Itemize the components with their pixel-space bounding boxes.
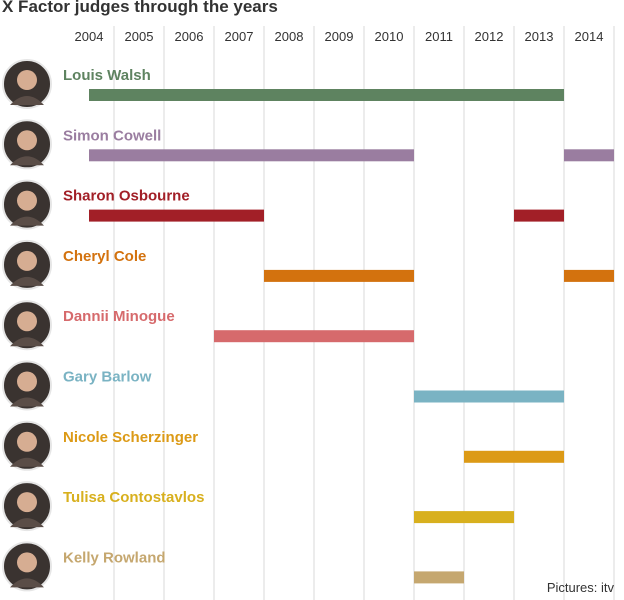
tenure-bar-dannii-minogue-1 xyxy=(214,330,414,343)
judge-name: Dannii Minogue xyxy=(63,308,175,325)
tenure-bar-kelly-rowland-1 xyxy=(414,571,464,584)
picture-credit: Pictures: itv xyxy=(546,580,614,595)
avatar-face xyxy=(17,431,37,452)
tenure-bar-simon-cowell-2 xyxy=(564,149,614,162)
avatar-shoulders xyxy=(10,216,44,226)
year-gridlines xyxy=(113,26,615,600)
avatar-face xyxy=(17,371,37,392)
avatar-face xyxy=(17,311,37,332)
avatar-face xyxy=(17,492,37,513)
judge-row-dannii-minogue: Dannii Minogue xyxy=(2,300,414,351)
judge-name: Louis Walsh xyxy=(63,67,151,84)
avatar-shoulders xyxy=(10,337,44,347)
judge-row-louis-walsh: Louis Walsh xyxy=(2,59,564,109)
judge-row-tulisa-contostavlos: Tulisa Contostavlos xyxy=(2,481,514,532)
judge-name: Nicole Scherzinger xyxy=(63,429,198,446)
judge-row-cheryl-cole: Cheryl Cole xyxy=(2,239,614,290)
judge-name: Cheryl Cole xyxy=(63,248,146,265)
tenure-bar-sharon-osbourne-2 xyxy=(514,209,564,222)
avatar-shoulders xyxy=(10,518,44,528)
avatar-shoulders xyxy=(10,96,44,105)
tenure-bar-louis-walsh-1 xyxy=(89,89,564,101)
year-label-2014: 2014 xyxy=(575,29,604,44)
tenure-bar-gary-barlow-1 xyxy=(414,390,564,403)
avatar-shoulders xyxy=(10,457,44,467)
avatar-shoulders xyxy=(10,156,44,166)
judge-row-sharon-osbourne: Sharon Osbourne xyxy=(2,179,564,230)
avatar-face xyxy=(17,70,37,90)
avatar-face xyxy=(17,130,37,151)
year-label-2008: 2008 xyxy=(275,29,304,44)
tenure-bar-tulisa-contostavlos-1 xyxy=(414,511,514,524)
chart-title: X Factor judges through the years xyxy=(2,0,278,16)
avatar-face xyxy=(17,250,37,271)
judge-name: Tulisa Contostavlos xyxy=(63,489,204,506)
judge-name: Simon Cowell xyxy=(63,127,161,144)
judge-rows: Louis Walsh Simon Cowell Sharon Osbourne Ch… xyxy=(2,59,614,592)
avatar-shoulders xyxy=(10,397,44,407)
tenure-bar-cheryl-cole-1 xyxy=(264,269,414,282)
year-axis: 2004 2005 2006 2007 2008 2009 2010 2011 2012 2013… xyxy=(75,29,604,44)
year-label-2010: 2010 xyxy=(375,29,404,44)
year-label-2007: 2007 xyxy=(225,29,254,44)
avatar-face xyxy=(17,552,37,573)
judge-row-kelly-rowland: Kelly Rowland xyxy=(2,541,464,592)
judge-name: Kelly Rowland xyxy=(63,549,166,566)
judge-name: Sharon Osbourne xyxy=(63,188,190,205)
year-label-2005: 2005 xyxy=(125,29,154,44)
year-label-2013: 2013 xyxy=(525,29,554,44)
year-label-2011: 2011 xyxy=(425,29,453,44)
avatar-shoulders xyxy=(10,276,44,286)
tenure-bar-sharon-osbourne-1 xyxy=(89,209,264,222)
year-label-2004: 2004 xyxy=(75,29,104,44)
judge-name: Gary Barlow xyxy=(63,369,152,386)
year-label-2012: 2012 xyxy=(475,29,504,44)
avatar-shoulders xyxy=(10,578,44,588)
tenure-bar-cheryl-cole-2 xyxy=(564,269,614,282)
judge-row-nicole-scherzinger: Nicole Scherzinger xyxy=(2,420,564,471)
year-label-2009: 2009 xyxy=(325,29,354,44)
judge-row-simon-cowell: Simon Cowell xyxy=(2,119,614,170)
avatar-face xyxy=(17,190,37,211)
tenure-bar-nicole-scherzinger-1 xyxy=(464,450,564,463)
judge-row-gary-barlow: Gary Barlow xyxy=(2,360,564,411)
year-label-2006: 2006 xyxy=(175,29,204,44)
tenure-bar-simon-cowell-1 xyxy=(89,149,414,162)
